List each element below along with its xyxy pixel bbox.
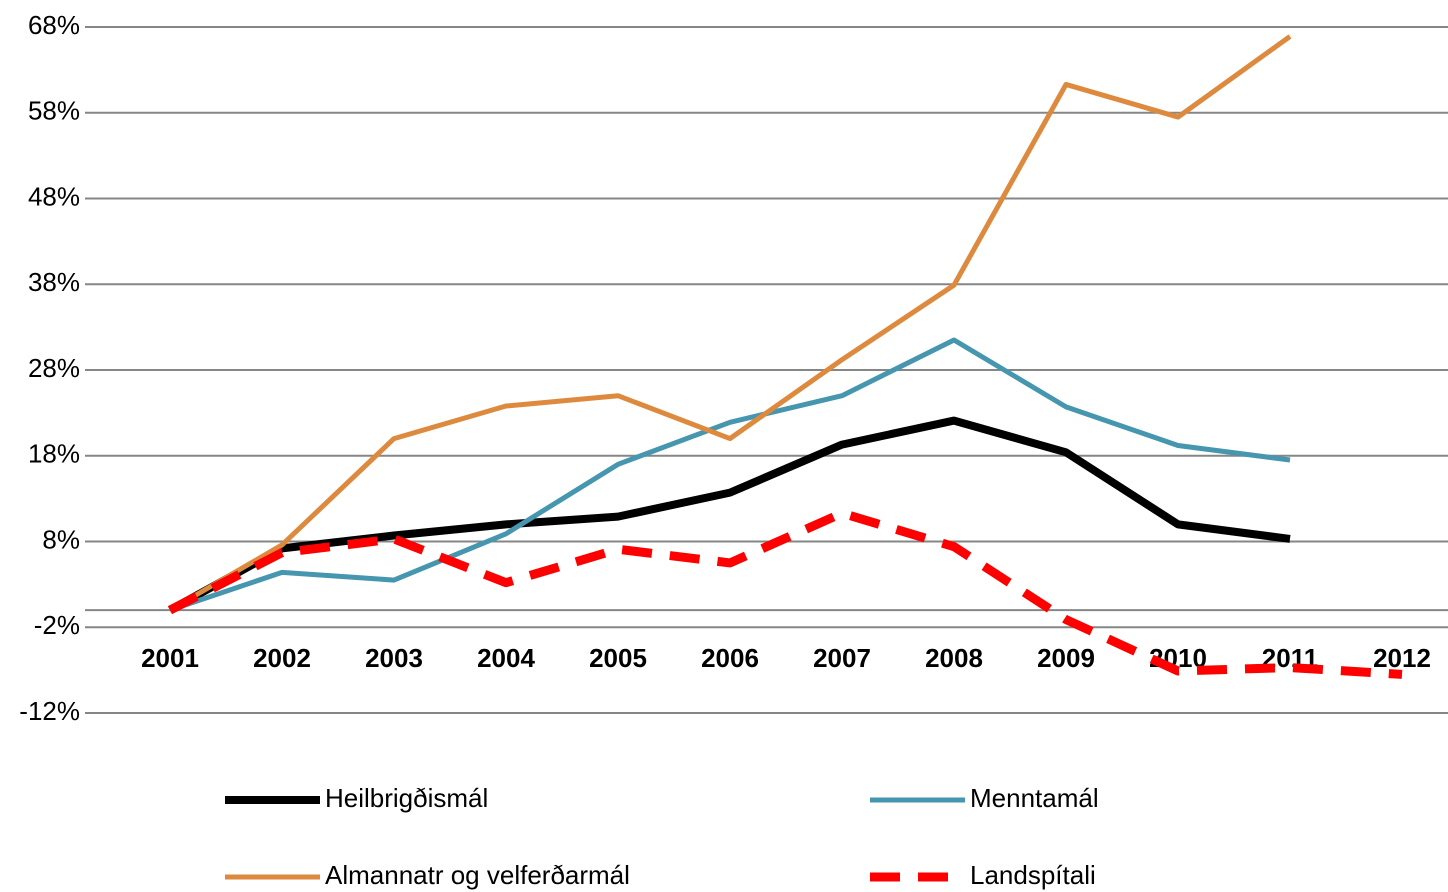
x-tick-label: 2012 — [1373, 643, 1431, 673]
series-line — [167, 508, 1403, 679]
y-tick-label: -2% — [34, 610, 80, 640]
y-tick-label: 68% — [28, 10, 80, 40]
series-line — [168, 416, 1291, 614]
legend-label: Landspítali — [970, 860, 1096, 890]
series-line — [169, 337, 1291, 613]
y-tick-label: 38% — [28, 267, 80, 297]
y-tick-label: 18% — [28, 439, 80, 469]
y-tick-label: 48% — [28, 181, 80, 211]
y-tick-label: -12% — [19, 696, 80, 726]
x-tick-label: 2001 — [141, 643, 199, 673]
legend-label: Almannatr og velferðarmál — [325, 860, 630, 890]
series-line — [168, 34, 1292, 613]
legend-label: Heilbrigðismál — [325, 783, 488, 813]
y-tick-label: 58% — [28, 96, 80, 126]
x-tick-label: 2006 — [701, 643, 759, 673]
x-tick-label: 2005 — [589, 643, 647, 673]
x-tick-label: 2008 — [925, 643, 983, 673]
x-tick-label: 2004 — [477, 643, 535, 673]
legend-label: Menntamál — [970, 783, 1099, 813]
y-tick-label: 28% — [28, 353, 80, 383]
y-tick-label: 8% — [42, 524, 80, 554]
x-tick-label: 2002 — [253, 643, 311, 673]
x-tick-label: 2007 — [813, 643, 871, 673]
x-tick-label: 2009 — [1037, 643, 1095, 673]
x-tick-label: 2003 — [365, 643, 423, 673]
